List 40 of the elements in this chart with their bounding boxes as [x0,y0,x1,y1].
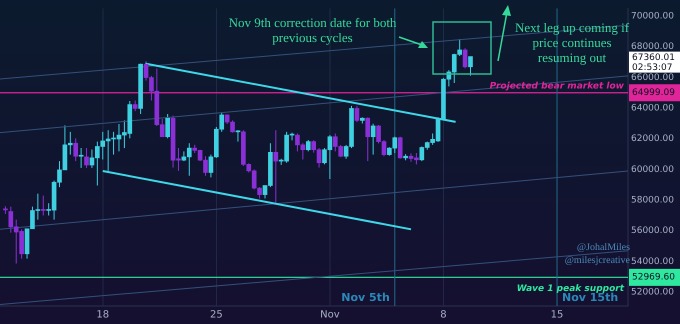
x-tick-label: Nov [320,310,340,321]
candlestick [370,123,376,156]
candlestick [354,105,360,123]
text: 67360.01 [632,52,675,63]
y-tick-label: 62000.00 [631,134,674,144]
y-tick-label: 68000.00 [631,42,674,52]
x-tick-label: 25 [210,310,223,321]
y-tick-label: 64000.00 [631,103,674,114]
annotation: Next leg up coming if price continues resuming out [514,20,630,65]
annotation: @JohalMiles [576,241,630,255]
text: 52969.60 [632,272,676,283]
candlestick [73,138,78,162]
ref-line-label: Projected bear market low [490,82,625,92]
candlestick [40,195,46,216]
text: 64999.09 [632,88,676,98]
annotation: Nov 9th correction date for both previous cycles [228,15,398,45]
candlestick [165,113,170,139]
candlestick [306,139,311,152]
candlestick [365,116,370,162]
y-tick-label: 66000.00 [631,72,674,83]
ref-line-label: Nov 5th [341,290,390,304]
candlestick [468,56,473,76]
candlestick [236,130,240,142]
candlestick [273,130,278,204]
x-tick-label: 15 [550,310,564,321]
candlestick [84,147,89,168]
annotation: @milesjcreative [564,254,630,268]
y-tick-label: 56000.00 [631,226,674,236]
candlestick [462,48,468,69]
y-tick-label: 58000.00 [631,195,674,206]
candlestick [132,100,138,112]
x-tick-label: 18 [96,310,110,321]
y-tick-label: 60000.00 [631,164,674,175]
text: 02:53:07 [632,62,672,73]
candlestick [398,136,403,160]
y-tick-label: 70000.00 [631,11,674,22]
y-tick-label: 54000.00 [631,256,674,267]
y-tick-label: 52000.00 [631,288,674,298]
ref-line-label: Wave 1 peak support [516,284,625,294]
x-tick-label: 8 [440,310,447,321]
